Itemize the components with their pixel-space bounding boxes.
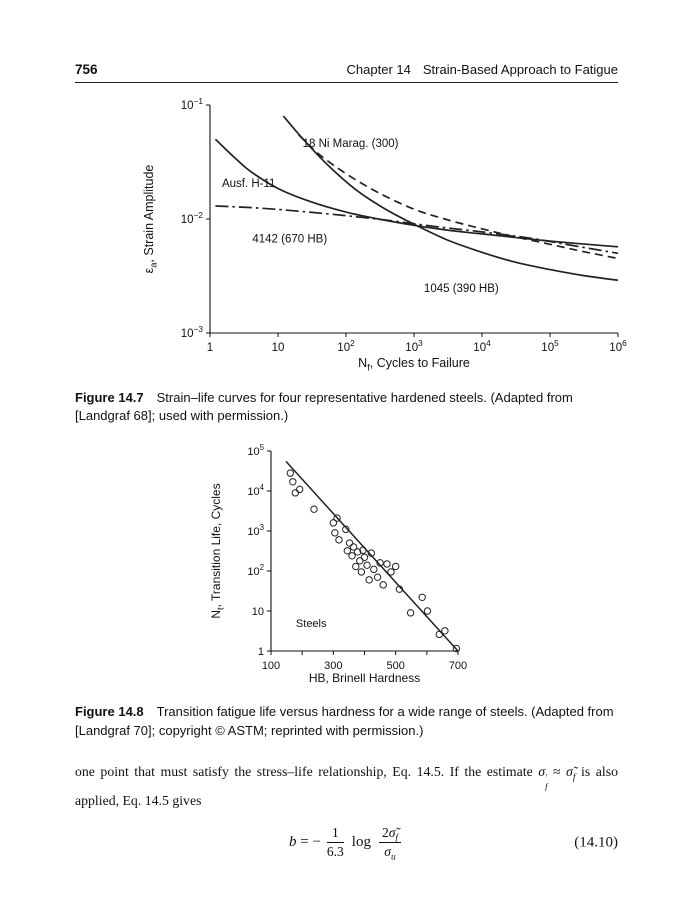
running-head: Chapter 14 Strain-Based Approach to Fati… <box>347 62 618 77</box>
equation-lhs: b = − <box>288 834 321 851</box>
scatter-point <box>391 563 400 571</box>
series-curve <box>285 461 459 652</box>
scatter-point <box>357 568 366 576</box>
x-tick-label: 104 <box>473 339 491 354</box>
y-tick-label: 103 <box>247 523 264 538</box>
y-axis-title: Nt, Transition Life, Cycles <box>209 484 225 619</box>
transition-life-chart: 100 300 500 700 1 10 102 103 104 105 HB, Brinell H… <box>209 443 467 685</box>
scatter-point <box>343 547 352 555</box>
scatter-point <box>418 593 426 602</box>
figure-14-7-caption: Figure 14.7 Strain–life curves for four … <box>75 390 573 424</box>
scatter-point <box>289 478 297 486</box>
x-tick-label: 10 <box>272 342 285 354</box>
y-tick-label: 104 <box>247 483 264 498</box>
body-paragraph: one point that must satisfy the stress–l… <box>75 763 618 808</box>
y-tick-label: 105 <box>247 443 264 458</box>
scatter-point <box>349 543 358 551</box>
figure-14-7: 1 10 102 103 104 105 106 10−1 10−2 10−3 Nf, Cycles… <box>140 95 690 375</box>
scatter-point <box>352 563 360 571</box>
scatter-point <box>373 573 382 582</box>
scatter-point <box>348 552 356 560</box>
figure-14-8-caption: Figure 14.8 Transition fatigue life vers… <box>75 704 614 738</box>
scatter-point <box>291 489 300 497</box>
curve-label: Ausf. H-11 <box>222 178 275 190</box>
scatter-point <box>329 519 338 527</box>
curve-label: 4142 (670 HB) <box>252 234 327 246</box>
x-tick-label: 100 <box>262 660 280 672</box>
scatter-point <box>423 607 432 616</box>
scatter-point <box>335 536 343 544</box>
scatter-point <box>360 553 369 562</box>
scatter-point <box>441 627 449 635</box>
x-tick-label: 700 <box>449 660 467 672</box>
strain-life-chart: 1 10 102 103 104 105 106 10−1 10−2 10−3 Nf, Cycles… <box>142 97 627 373</box>
equation-14-10: b = − 1 6.3 log 2σ̃f σu (14.10) <box>75 825 618 863</box>
chapter-label: Chapter 14 <box>346 62 411 77</box>
series-curve <box>214 138 619 248</box>
scatter-point <box>370 566 378 574</box>
x-tick-label: 103 <box>405 339 423 354</box>
scatter-point <box>331 529 339 537</box>
scatter-point <box>383 560 391 569</box>
equation-body: b = − 1 6.3 log 2σ̃f σu <box>288 825 404 863</box>
y-tick-label: 1 <box>258 646 264 658</box>
scatter-point <box>387 568 395 576</box>
x-tick-label: 300 <box>324 660 342 672</box>
scatter-point <box>365 576 373 584</box>
x-tick-label: 105 <box>541 339 559 354</box>
equation-number: (14.10) <box>574 834 618 851</box>
x-tick-label: 1 <box>207 342 213 354</box>
series-curve <box>297 133 619 260</box>
frac-denominator: σu <box>384 844 396 863</box>
curve-label: 18 Ni Marag. (300) <box>303 138 399 150</box>
x-tick-label: 500 <box>386 660 404 672</box>
scatter-point <box>379 581 387 589</box>
x-axis-title: Nf, Cycles to Failure <box>358 356 470 373</box>
x-tick-label: 102 <box>337 339 355 354</box>
x-axis-title: HB, Brinell Hardness <box>309 671 420 685</box>
scatter-point <box>406 609 415 617</box>
y-axis-title: εa, Strain Amplitude <box>142 165 159 274</box>
scatter-point <box>356 557 364 565</box>
y-tick-label: 102 <box>247 563 264 578</box>
curve-label: Steels <box>296 618 327 630</box>
curve-label: 1045 (390 HB) <box>424 283 499 295</box>
page-header: 756 Chapter 14 Strain-Based Approach to … <box>75 62 618 83</box>
fraction-one-over-6-3: 1 6.3 <box>326 825 344 860</box>
fraction-sigma-ratio: 2σ̃f σu <box>378 825 401 863</box>
scatter-point <box>363 561 371 570</box>
log-operator: log <box>351 834 371 851</box>
y-tick-label: 10−3 <box>181 325 204 340</box>
scatter-point <box>345 539 354 548</box>
scatter-point <box>310 505 318 514</box>
x-tick-label: 106 <box>609 339 627 354</box>
chapter-title: Strain-Based Approach to Fatigue <box>422 62 618 77</box>
scatter-point <box>295 486 304 494</box>
page-number: 756 <box>75 62 98 77</box>
frac-numerator: 2σ̃f <box>378 825 401 844</box>
scatter-point <box>452 645 461 653</box>
scatter-point <box>286 469 295 478</box>
figure-14-8: 100 300 500 700 1 10 102 103 104 105 HB, Brinell H… <box>198 443 690 689</box>
frac-numerator: 1 <box>326 825 344 844</box>
series-curve <box>282 115 619 282</box>
y-tick-label: 10−1 <box>181 97 204 112</box>
scatter-point <box>342 526 350 534</box>
scatter-point <box>333 514 341 523</box>
y-tick-label: 10 <box>252 606 264 618</box>
y-tick-label: 10−2 <box>181 211 204 226</box>
scatter-point <box>353 548 362 556</box>
frac-denominator: 6.3 <box>326 844 344 860</box>
